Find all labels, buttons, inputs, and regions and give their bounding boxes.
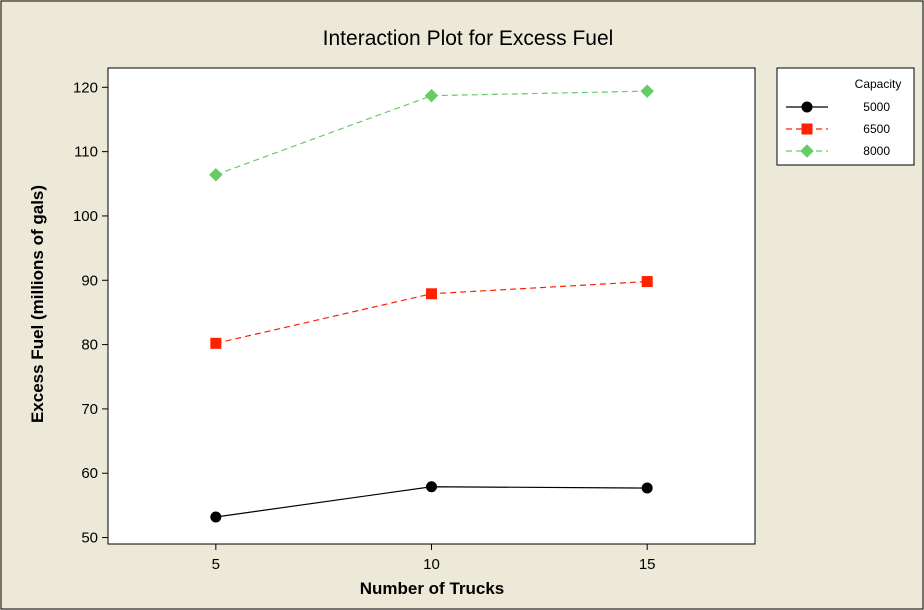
y-tick-label: 90: [81, 272, 98, 289]
series-5000-point: [641, 482, 653, 494]
series-8000-point: [424, 88, 439, 103]
x-axis-label: Number of Trucks: [360, 579, 505, 598]
legend-items: 5000 6500 8000: [786, 100, 890, 158]
legend-item-8000-label: 8000: [863, 144, 890, 158]
y-tick-label: 60: [81, 465, 98, 482]
legend-box: [776, 67, 915, 166]
legend-item-8000-marker: [800, 144, 814, 158]
y-tick-label: 110: [74, 144, 98, 161]
y-axis: 50 60 70 80 90 100 110 120: [73, 79, 108, 547]
legend-item-5000-label: 5000: [863, 100, 890, 114]
legend-item-6500-label: 6500: [863, 122, 890, 136]
series-5000-point: [426, 481, 437, 493]
series-8000-line: [215, 90, 648, 176]
legend-title: Capacity: [855, 77, 902, 91]
series-5000-point: [210, 511, 222, 523]
y-tick-label: 100: [73, 208, 98, 225]
y-tick-label: 120: [73, 79, 98, 96]
chart-title: Interaction Plot for Excess Fuel: [323, 27, 614, 50]
series-6500-point: [641, 276, 653, 288]
y-tick-label: 70: [81, 401, 98, 418]
series-6500-point: [426, 288, 437, 300]
y-tick-label: 50: [81, 530, 98, 547]
x-tick-label: 5: [212, 556, 220, 573]
series-6500-point: [210, 337, 222, 349]
series-8000-point: [209, 168, 223, 182]
x-tick-label: 10: [423, 556, 440, 573]
legend: Capacity 5000 6500 8000: [776, 67, 915, 166]
y-tick-label: 80: [81, 337, 98, 354]
legend-item-6500-marker: [801, 123, 813, 135]
legend-item-5000-marker: [801, 101, 813, 113]
x-tick-label: 15: [639, 556, 656, 573]
x-axis: 5 10 15: [212, 544, 656, 573]
plot-area: [107, 67, 756, 545]
series-8000-point: [640, 84, 654, 98]
y-axis-label: Excess Fuel (millions of gals): [28, 185, 47, 423]
series-layer: [209, 84, 654, 523]
